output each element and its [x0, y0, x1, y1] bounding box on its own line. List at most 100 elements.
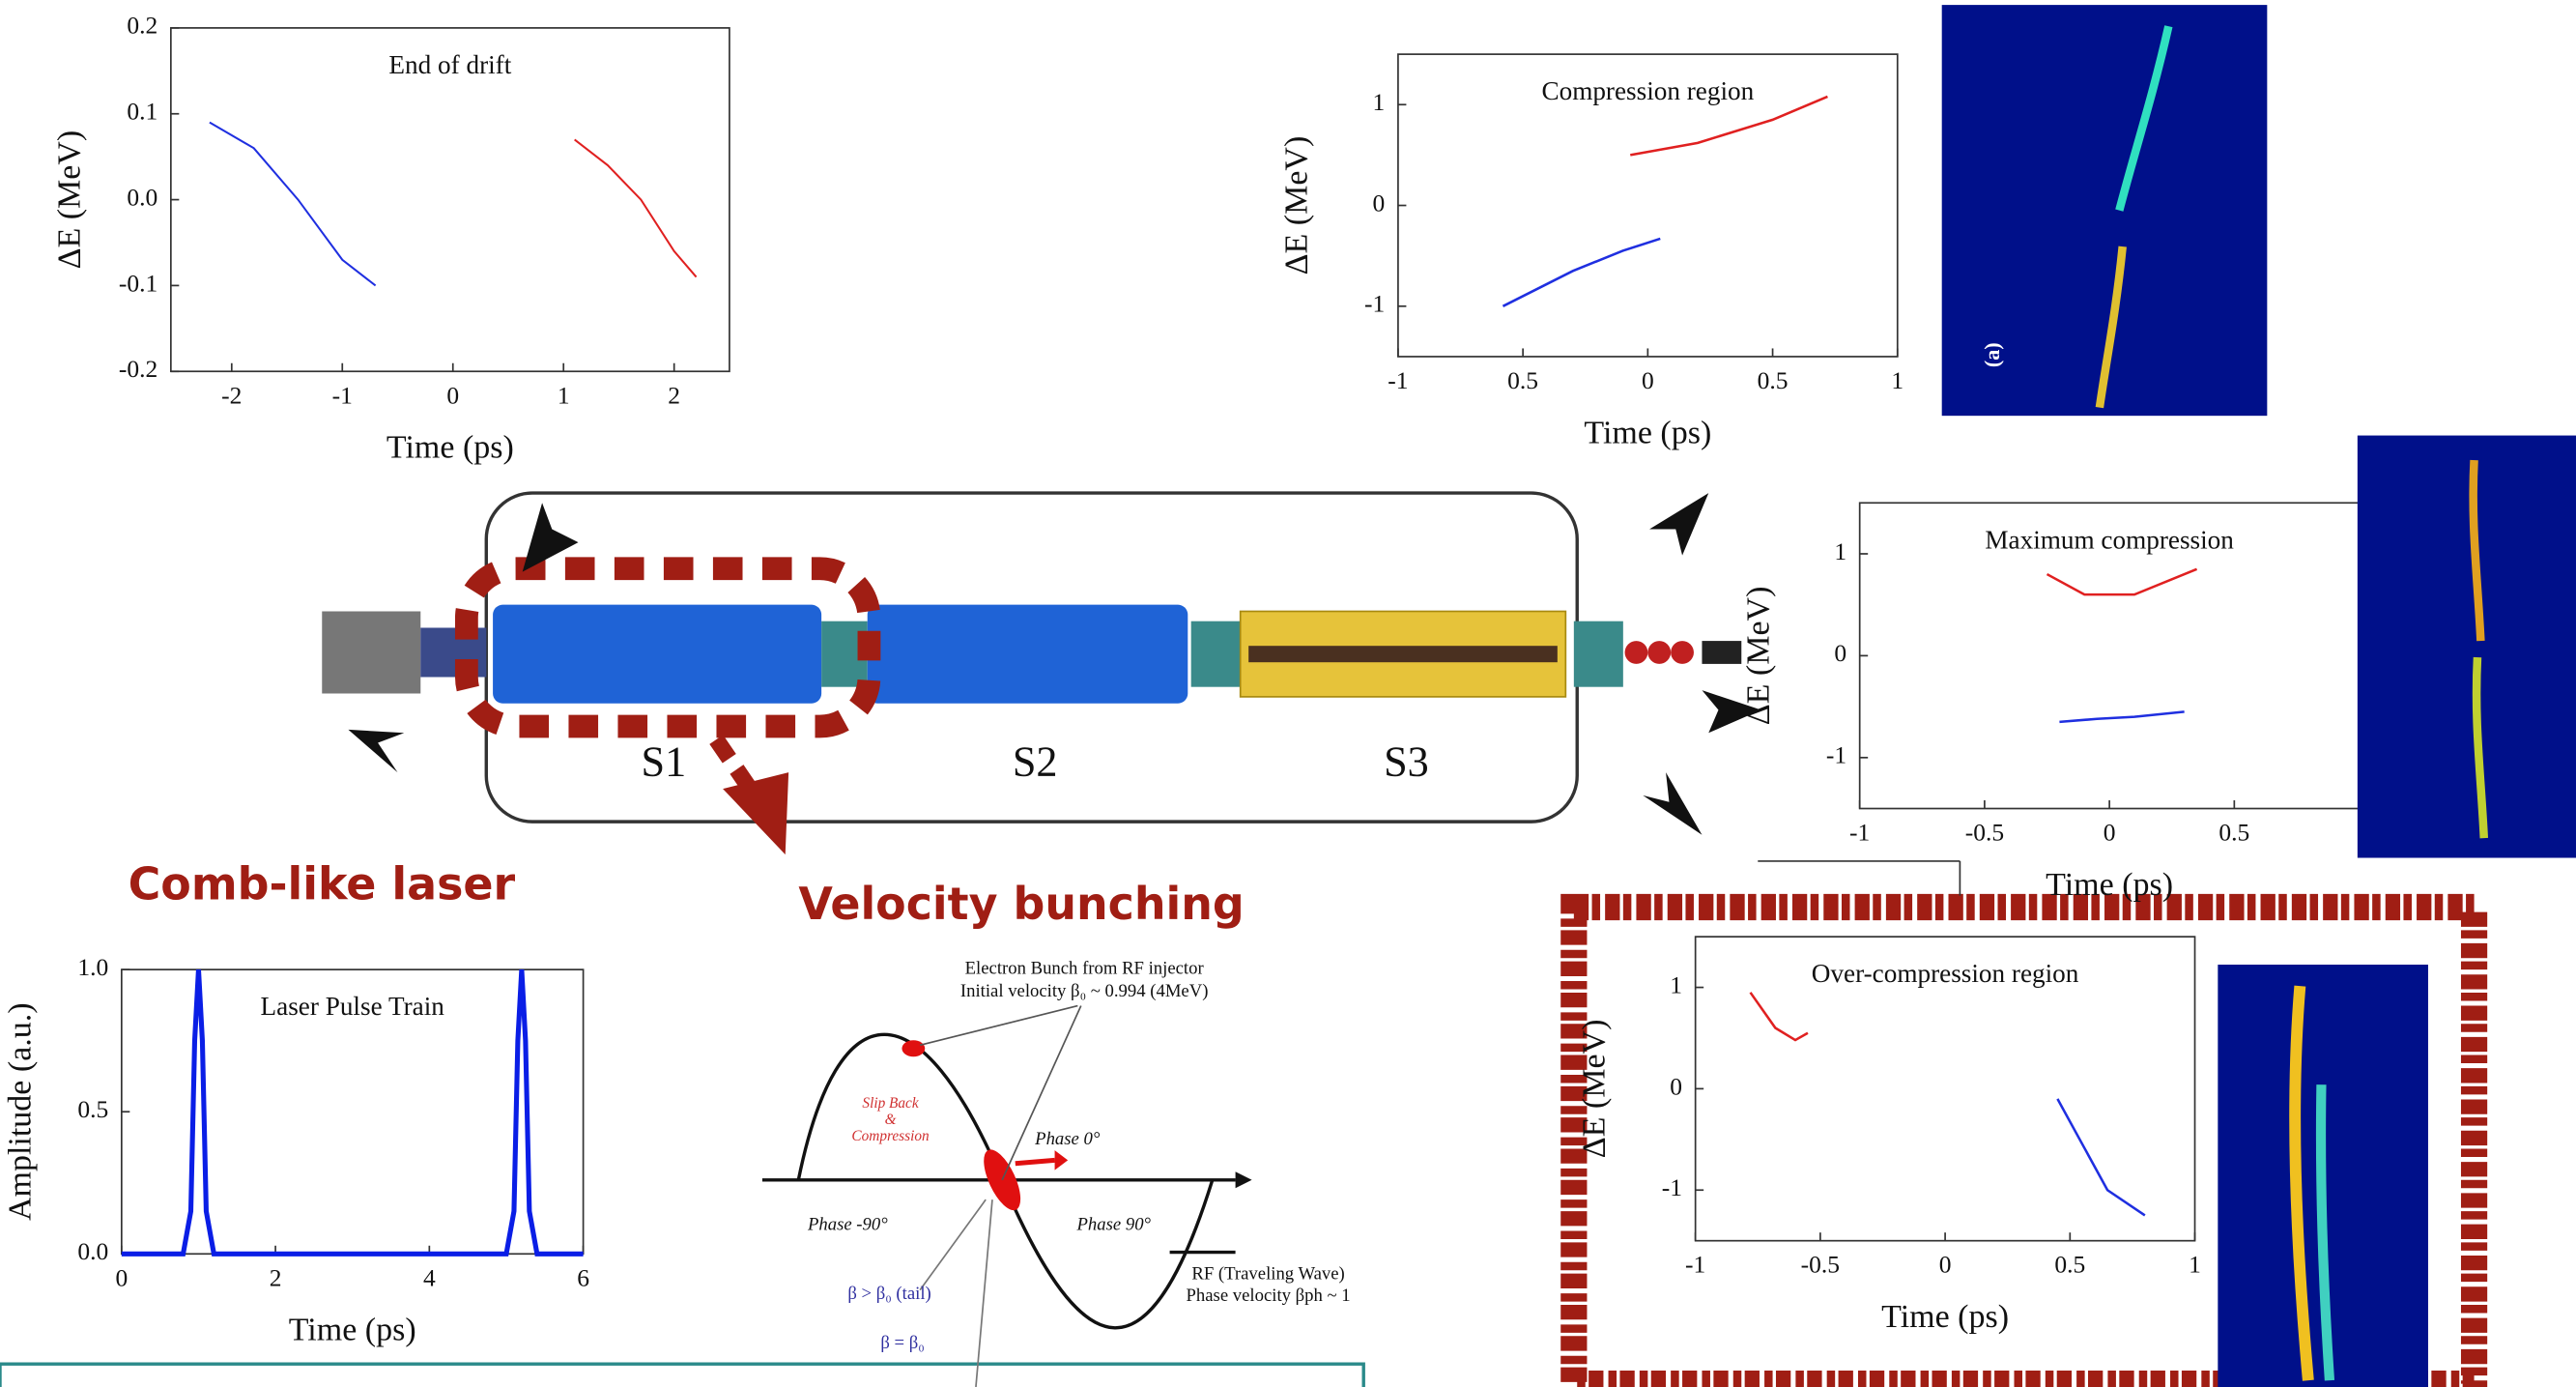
- quad: [1647, 641, 1672, 664]
- x-tick-label: 0: [1939, 1251, 1952, 1279]
- s2-structure: [867, 604, 1188, 704]
- leader: [1001, 1005, 1082, 1181]
- label: Initial velocity β₀ ~ 0.994 (4MeV): [960, 981, 1209, 1001]
- coupler: [1190, 621, 1241, 687]
- chart-title: Compression region: [1541, 76, 1754, 105]
- x-tick-label: -1: [1849, 819, 1870, 847]
- leader: [919, 1199, 987, 1291]
- axis-head: [1235, 1171, 1252, 1189]
- velocity-arrow: [1015, 1157, 1055, 1167]
- x-tick-label: 0.5: [2218, 819, 2249, 847]
- label: Compression: [851, 1128, 930, 1144]
- x-tick-label: 2: [668, 381, 680, 409]
- x-tick-label: -1: [332, 381, 353, 409]
- bottom-box: [0, 1362, 1365, 1387]
- y-tick-label: 1.0: [77, 953, 108, 981]
- x-axis-label: Time (ps): [1881, 1299, 2009, 1335]
- velocity-diagram: Electron Bunch from RF injector Initial …: [761, 958, 1351, 1387]
- plot-area: [1694, 936, 2196, 1242]
- heatmap-streak: [2469, 459, 2485, 642]
- x-tick-label: 0: [115, 1263, 128, 1291]
- beamline: S1 S2 S3: [322, 491, 1761, 855]
- y-tick-label: 0.1: [127, 98, 157, 126]
- x-tick-label: 0.5: [1507, 366, 1538, 394]
- x-tick-label: -1: [1388, 366, 1408, 394]
- section-label: S1: [642, 737, 687, 785]
- quad: [1671, 641, 1694, 664]
- label: RF (Traveling Wave): [1191, 1264, 1344, 1285]
- y-tick-label: 0.0: [127, 183, 157, 211]
- chart-title: End of drift: [388, 50, 511, 79]
- chart-title: Over-compression region: [1812, 959, 2079, 988]
- heatmap-streak: [2095, 246, 2127, 409]
- x-tick-label: 1: [2189, 1251, 2201, 1279]
- label: Phase velocity βph ~ 1: [1187, 1286, 1351, 1306]
- label: Phase 0°: [1034, 1129, 1101, 1149]
- heatmap-streak: [2289, 985, 2314, 1381]
- s3-core: [1248, 646, 1558, 663]
- label: &: [885, 1112, 897, 1128]
- bunch: [902, 1040, 926, 1057]
- chart-title: Maximum compression: [1985, 525, 2234, 554]
- heatmaps: (a): [1941, 5, 2576, 1387]
- x-tick-label: 0: [1642, 366, 1654, 394]
- end: [1702, 641, 1742, 664]
- x-tick-label: 4: [423, 1263, 436, 1291]
- arrow: [1643, 772, 1703, 835]
- heatmap: [2357, 435, 2576, 858]
- x-axis-label: Time (ps): [386, 430, 514, 466]
- data-line: [2046, 567, 2198, 596]
- y-tick-label: 1: [1373, 88, 1386, 116]
- x-axis-label: Time (ps): [289, 1313, 416, 1348]
- x-tick-label: -2: [221, 381, 242, 409]
- x-tick-label: 0: [2104, 819, 2116, 847]
- arrow: [1649, 493, 1709, 556]
- x-tick-label: 1: [558, 381, 570, 409]
- section-label: S2: [1013, 737, 1058, 785]
- y-tick-label: 0: [1373, 188, 1386, 217]
- data-line: [574, 138, 698, 278]
- y-tick-label: 0.5: [77, 1095, 108, 1123]
- label: β > β₀ (tail): [847, 1284, 930, 1304]
- charts: -2 -1 0 1 2 -0.2 -0.1 0.0 0.1 0.2 End of drift Time…: [3, 12, 2361, 1348]
- heatmap-label: (a): [1980, 342, 2004, 367]
- x-tick-label: 0.5: [1758, 366, 1789, 394]
- y-axis-label: ΔE (MeV): [1740, 587, 1776, 726]
- plot-area: [1858, 502, 2361, 810]
- y-tick-label: -1: [1662, 1173, 1682, 1201]
- x-tick-label: 1: [1891, 366, 1903, 394]
- x-tick-label: -0.5: [1965, 819, 2004, 847]
- leader: [975, 1199, 993, 1387]
- pointer: [709, 735, 766, 807]
- y-tick-label: 0: [1670, 1072, 1682, 1100]
- arrow: [348, 729, 405, 773]
- x-tick-label: 0.5: [2054, 1251, 2085, 1279]
- x-tick-label: 2: [270, 1263, 282, 1291]
- dashed-highlight: [454, 557, 881, 738]
- arrow: [522, 503, 579, 572]
- leader: [919, 1004, 1078, 1047]
- caption: Velocity bunching: [798, 878, 1244, 930]
- y-tick-label: 1: [1670, 970, 1682, 998]
- chart-title: Laser Pulse Train: [261, 992, 445, 1021]
- y-tick-label: -1: [1364, 290, 1385, 318]
- x-tick-label: -0.5: [1801, 1251, 1840, 1279]
- heatmap: [1941, 5, 2268, 417]
- quad: [1624, 641, 1648, 664]
- data-line: [1749, 992, 1809, 1042]
- x-tick-label: 0: [446, 381, 459, 409]
- s1-structure: [493, 604, 822, 704]
- y-tick-label: 0: [1834, 639, 1846, 667]
- gun: [322, 611, 421, 694]
- plot-area: [169, 27, 730, 373]
- heatmap-streak: [2115, 25, 2173, 212]
- label: Electron Bunch from RF injector: [965, 958, 1205, 978]
- heatmap-streak: [2315, 1084, 2335, 1381]
- data-line: [2056, 1098, 2146, 1217]
- y-tick-label: 1: [1834, 537, 1846, 565]
- y-axis-label: ΔE (MeV): [52, 130, 88, 270]
- label: Slip Back: [862, 1095, 919, 1112]
- plot-area: [1397, 53, 1899, 358]
- y-tick-label: 0.2: [127, 12, 157, 40]
